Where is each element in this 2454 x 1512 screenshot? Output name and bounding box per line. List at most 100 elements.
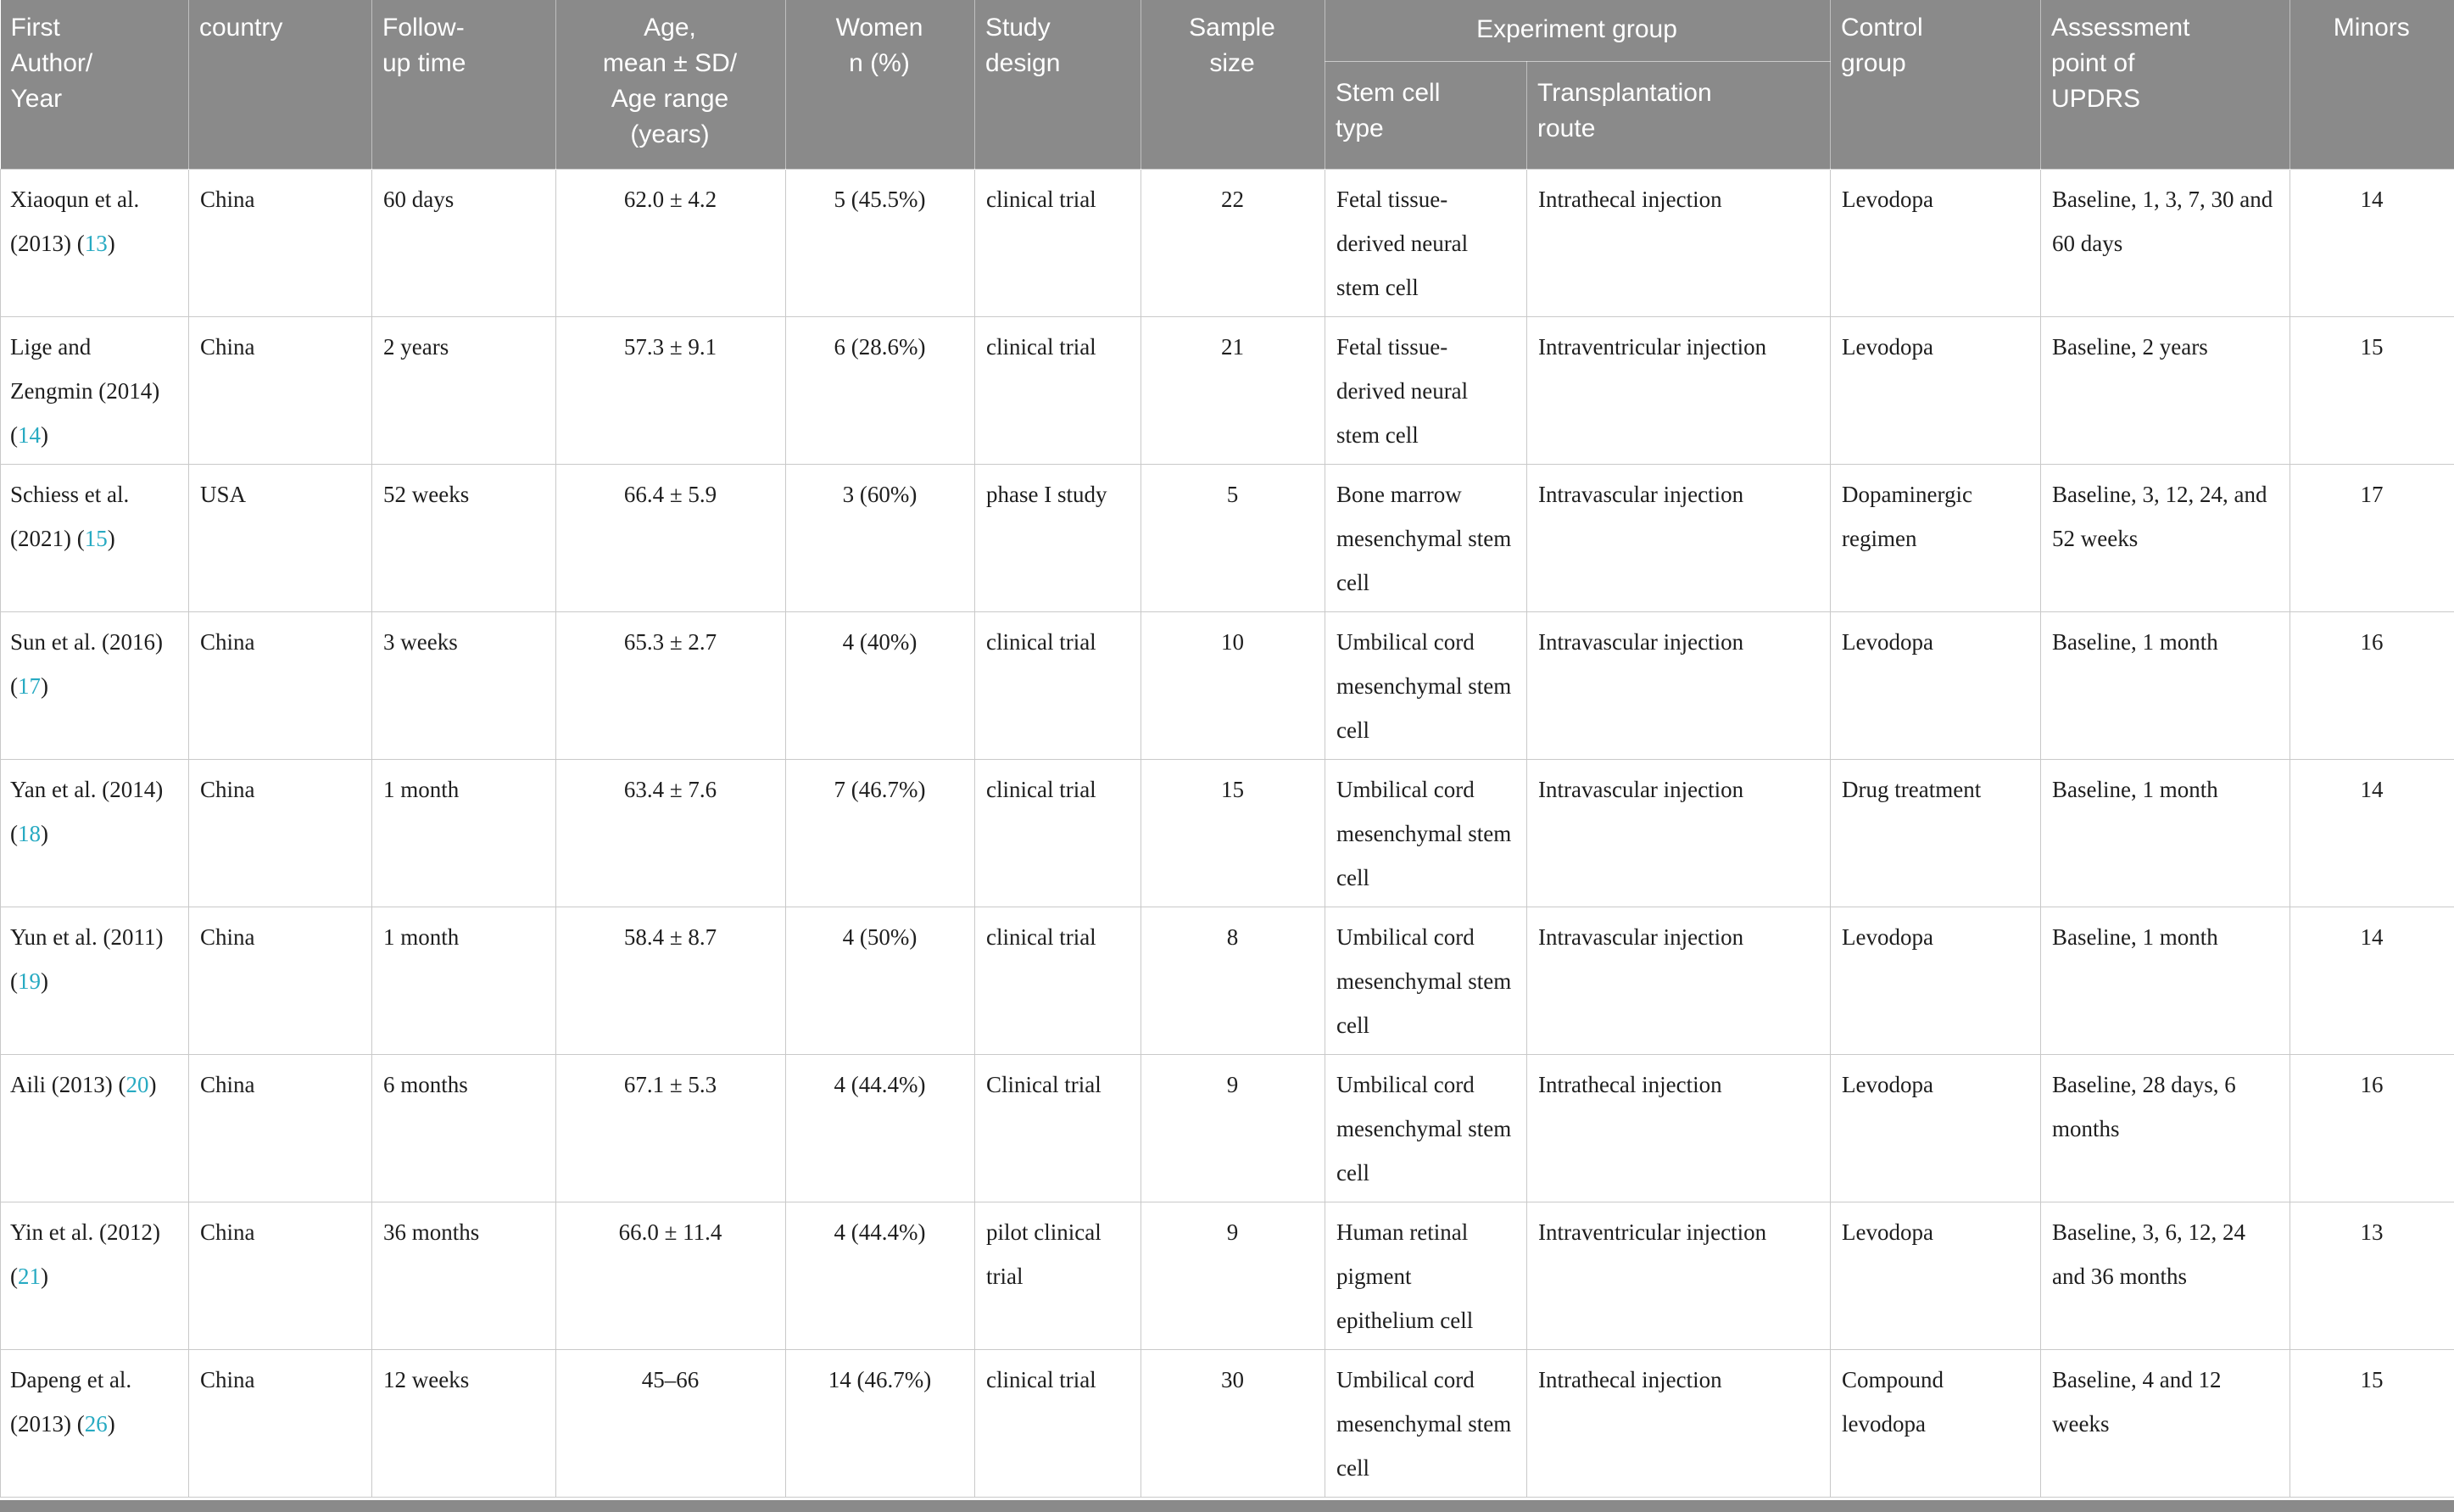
cell-age: 45–66 xyxy=(556,1349,786,1497)
citation-reference-link[interactable]: 14 xyxy=(18,422,41,448)
cell-country: China xyxy=(189,907,372,1054)
author-text: Yan et al. (2014) xyxy=(10,777,163,802)
author-text: Aili (2013) xyxy=(10,1072,113,1097)
col-group-header-experiment-group: Experiment group xyxy=(1325,0,1831,61)
author-text: Yin et al. (2012) xyxy=(10,1219,160,1245)
citation-open-paren: ( xyxy=(10,821,18,846)
cell-women: 3 (60%) xyxy=(786,464,975,611)
col-header-assessment-point-updrs: Assessment point of UPDRS xyxy=(2041,0,2290,169)
cell-sample-size: 21 xyxy=(1141,316,1325,464)
citation-close-paren: ) xyxy=(108,526,115,551)
col-header-study-design: Study design xyxy=(975,0,1141,169)
cell-sample-size: 5 xyxy=(1141,464,1325,611)
citation-open-paren: ( xyxy=(113,1072,126,1097)
cell-assessment-point: Baseline, 3, 6, 12, 24 and 36 months xyxy=(2041,1202,2290,1349)
cell-stem-cell-type: Human retinal pigment epithelium cell xyxy=(1325,1202,1527,1349)
col-header-women: Women n (%) xyxy=(786,0,975,169)
cell-study-design: clinical trial xyxy=(975,316,1141,464)
cell-age: 58.4 ± 8.7 xyxy=(556,907,786,1054)
cell-country: China xyxy=(189,759,372,907)
cell-women: 6 (28.6%) xyxy=(786,316,975,464)
citation-reference-link[interactable]: 13 xyxy=(85,231,108,256)
cell-follow-up-time: 52 weeks xyxy=(372,464,556,611)
cell-assessment-point: Baseline, 4 and 12 weeks xyxy=(2041,1349,2290,1497)
cell-assessment-point: Baseline, 28 days, 6 months xyxy=(2041,1054,2290,1202)
cell-control-group: Drug treatment xyxy=(1831,759,2041,907)
citation-reference-link[interactable]: 21 xyxy=(18,1264,41,1289)
cell-transplantation-route: Intravascular injection xyxy=(1527,611,1831,759)
cell-follow-up-time: 2 years xyxy=(372,316,556,464)
cell-transplantation-route: Intravascular injection xyxy=(1527,464,1831,611)
cell-transplantation-route: Intravascular injection xyxy=(1527,759,1831,907)
cell-first-author-year: Xiaoqun et al. (2013) (13) xyxy=(1,169,189,316)
cell-follow-up-time: 6 months xyxy=(372,1054,556,1202)
cell-control-group: Levodopa xyxy=(1831,169,2041,316)
cell-first-author-year: Yin et al. (2012) (21) xyxy=(1,1202,189,1349)
citation-reference-link[interactable]: 17 xyxy=(18,673,41,699)
citation-close-paren: ) xyxy=(108,231,115,256)
cell-country: China xyxy=(189,316,372,464)
cell-stem-cell-type: Fetal tissue-derived neural stem cell xyxy=(1325,316,1527,464)
cell-stem-cell-type: Bone marrow mesenchymal stem cell xyxy=(1325,464,1527,611)
cell-control-group: Levodopa xyxy=(1831,907,2041,1054)
cell-control-group: Dopaminergic regimen xyxy=(1831,464,2041,611)
next-table-header-strip xyxy=(0,1500,2454,1512)
cell-minors: 14 xyxy=(2290,907,2454,1054)
citation-open-paren: ( xyxy=(10,968,18,994)
cell-control-group: Levodopa xyxy=(1831,316,2041,464)
author-text: Sun et al. (2016) xyxy=(10,629,163,655)
cell-assessment-point: Baseline, 1 month xyxy=(2041,759,2290,907)
cell-first-author-year: Yan et al. (2014) (18) xyxy=(1,759,189,907)
cell-first-author-year: Schiess et al. (2021) (15) xyxy=(1,464,189,611)
cell-minors: 16 xyxy=(2290,611,2454,759)
cell-assessment-point: Baseline, 1 month xyxy=(2041,907,2290,1054)
cell-sample-size: 15 xyxy=(1141,759,1325,907)
cell-sample-size: 30 xyxy=(1141,1349,1325,1497)
cell-minors: 17 xyxy=(2290,464,2454,611)
citation-close-paren: ) xyxy=(108,1411,115,1437)
cell-assessment-point: Baseline, 1 month xyxy=(2041,611,2290,759)
cell-follow-up-time: 36 months xyxy=(372,1202,556,1349)
cell-stem-cell-type: Umbilical cord mesenchymal stem cell xyxy=(1325,759,1527,907)
cell-study-design: clinical trial xyxy=(975,907,1141,1054)
citation-open-paren: ( xyxy=(71,526,85,551)
cell-women: 4 (44.4%) xyxy=(786,1054,975,1202)
cell-women: 14 (46.7%) xyxy=(786,1349,975,1497)
cell-sample-size: 10 xyxy=(1141,611,1325,759)
author-text: Lige and Zengmin (2014) xyxy=(10,334,159,404)
citation-reference-link[interactable]: 26 xyxy=(85,1411,108,1437)
col-header-minors: Minors xyxy=(2290,0,2454,169)
cell-study-design: clinical trial xyxy=(975,759,1141,907)
citation-reference-link[interactable]: 19 xyxy=(18,968,41,994)
cell-follow-up-time: 60 days xyxy=(372,169,556,316)
cell-country: China xyxy=(189,169,372,316)
cell-stem-cell-type: Umbilical cord mesenchymal stem cell xyxy=(1325,907,1527,1054)
cell-country: USA xyxy=(189,464,372,611)
cell-age: 67.1 ± 5.3 xyxy=(556,1054,786,1202)
citation-reference-link[interactable]: 20 xyxy=(126,1072,149,1097)
cell-first-author-year: Yun et al. (2011) (19) xyxy=(1,907,189,1054)
cell-first-author-year: Sun et al. (2016) (17) xyxy=(1,611,189,759)
cell-transplantation-route: Intrathecal injection xyxy=(1527,1054,1831,1202)
cell-first-author-year: Lige and Zengmin (2014) (14) xyxy=(1,316,189,464)
cell-study-design: Clinical trial xyxy=(975,1054,1141,1202)
citation-open-paren: ( xyxy=(71,1411,85,1437)
cell-follow-up-time: 1 month xyxy=(372,907,556,1054)
author-text: Yun et al. (2011) xyxy=(10,924,163,950)
cell-women: 7 (46.7%) xyxy=(786,759,975,907)
cell-control-group: Levodopa xyxy=(1831,1202,2041,1349)
citation-reference-link[interactable]: 18 xyxy=(18,821,41,846)
col-header-control-group: Control group xyxy=(1831,0,2041,169)
cell-assessment-point: Baseline, 3, 12, 24, and 52 weeks xyxy=(2041,464,2290,611)
citation-close-paren: ) xyxy=(41,968,48,994)
citation-reference-link[interactable]: 15 xyxy=(85,526,108,551)
cell-age: 65.3 ± 2.7 xyxy=(556,611,786,759)
cell-age: 66.4 ± 5.9 xyxy=(556,464,786,611)
